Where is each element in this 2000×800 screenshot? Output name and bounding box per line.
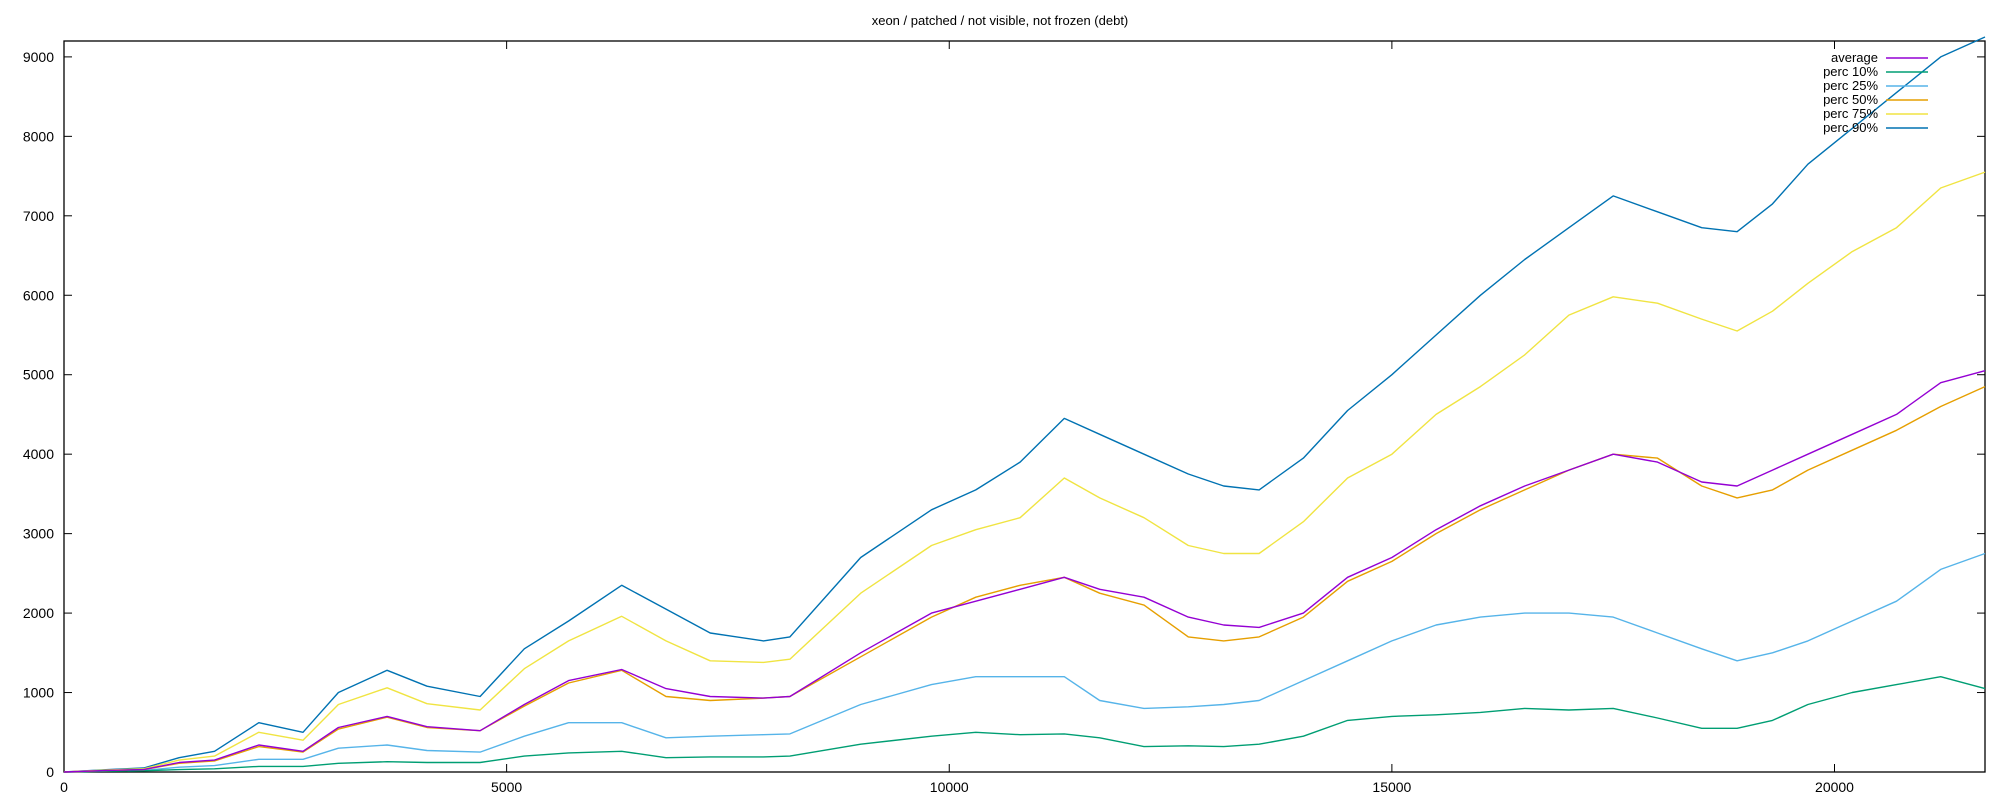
series-line-perc-25- <box>63 552 1986 773</box>
series-line-perc-90- <box>63 36 1986 773</box>
legend-label: perc 75% <box>1823 106 1878 121</box>
y-tick-label: 4000 <box>23 446 54 462</box>
series-lines <box>63 36 1986 773</box>
y-axis-ticks: 0 1000 2000 3000 4000 5000 6000 7000 8000 9000 <box>23 49 1985 780</box>
x-tick-label: 20000 <box>1815 779 1854 795</box>
y-tick-label: 6000 <box>23 287 54 303</box>
x-tick-label: 15000 <box>1372 779 1411 795</box>
series-line-perc-10- <box>63 676 1986 773</box>
series-line-average <box>63 370 1986 773</box>
legend-label: perc 10% <box>1823 64 1878 79</box>
legend-label: perc 50% <box>1823 92 1878 107</box>
y-tick-label: 3000 <box>23 526 54 542</box>
y-tick-label: 2000 <box>23 605 54 621</box>
y-tick-label: 1000 <box>23 685 54 701</box>
x-axis-ticks: 0 5000 10000 15000 20000 <box>60 41 1854 795</box>
series-line-perc-75- <box>63 171 1986 773</box>
y-tick-label: 0 <box>46 764 54 780</box>
y-tick-label: 9000 <box>23 49 54 65</box>
legend-label: perc 25% <box>1823 78 1878 93</box>
x-tick-label: 5000 <box>491 779 522 795</box>
x-tick-label: 0 <box>60 779 68 795</box>
series-line-perc-50- <box>63 385 1986 773</box>
y-tick-label: 8000 <box>23 128 54 144</box>
legend-label: perc 90% <box>1823 120 1878 135</box>
chart-title: xeon / patched / not visible, not frozen… <box>872 13 1129 28</box>
y-tick-label: 5000 <box>23 367 54 383</box>
y-tick-label: 7000 <box>23 208 54 224</box>
x-tick-label: 10000 <box>930 779 969 795</box>
plot-frame <box>63 40 1986 773</box>
legend-label: average <box>1831 50 1878 65</box>
